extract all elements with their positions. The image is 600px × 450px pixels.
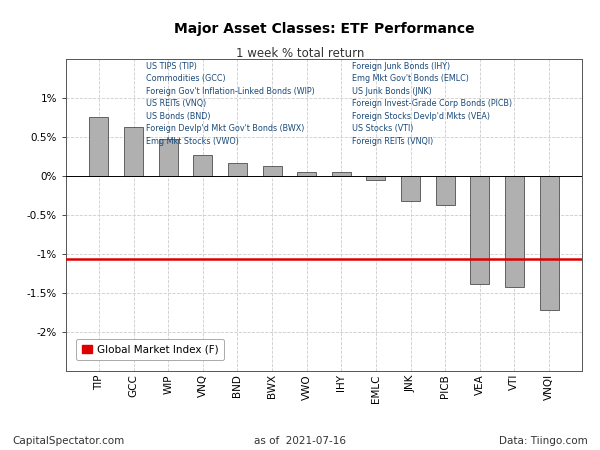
Bar — [124, 127, 143, 176]
Bar — [263, 166, 281, 176]
Bar — [297, 172, 316, 176]
Title: Major Asset Classes: ETF Performance: Major Asset Classes: ETF Performance — [173, 22, 475, 36]
Bar — [367, 176, 385, 180]
Text: CapitalSpectator.com: CapitalSpectator.com — [12, 436, 124, 446]
Bar — [89, 117, 109, 176]
Bar — [332, 172, 351, 176]
Bar — [436, 176, 455, 205]
Bar — [228, 163, 247, 176]
Bar — [158, 139, 178, 176]
Text: as of  2021-07-16: as of 2021-07-16 — [254, 436, 346, 446]
Bar — [539, 176, 559, 310]
Text: 1 week % total return: 1 week % total return — [236, 47, 364, 60]
Bar — [401, 176, 420, 201]
Legend: Global Market Index (F): Global Market Index (F) — [76, 339, 224, 360]
Bar — [470, 176, 490, 284]
Text: Foreign Junk Bonds (IHY)
Emg Mkt Gov't Bonds (EMLC)
US Junk Bonds (JNK)
Foreign : Foreign Junk Bonds (IHY) Emg Mkt Gov't B… — [352, 62, 512, 146]
Text: US TIPS (TIP)
Commodities (GCC)
Foreign Gov't Inflation-Linked Bonds (WIP)
US RE: US TIPS (TIP) Commodities (GCC) Foreign … — [146, 62, 315, 146]
Text: Data: Tiingo.com: Data: Tiingo.com — [499, 436, 588, 446]
Bar — [505, 176, 524, 287]
Bar — [193, 155, 212, 176]
